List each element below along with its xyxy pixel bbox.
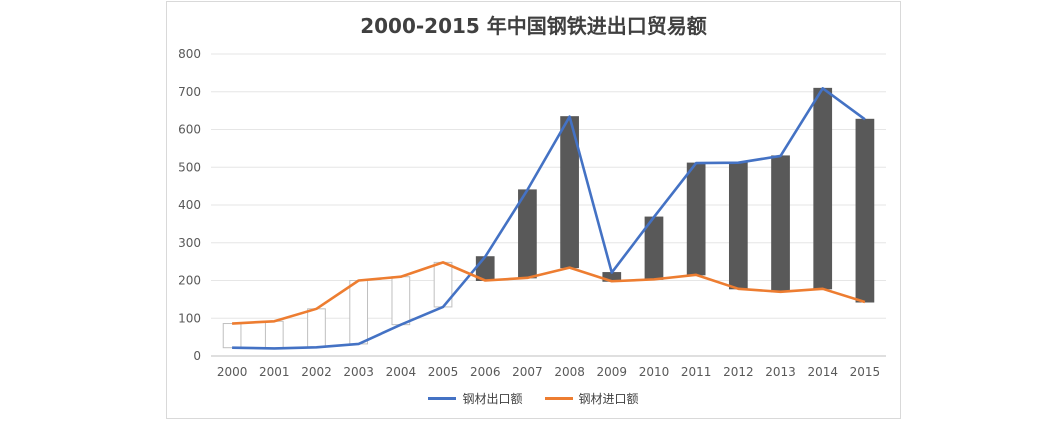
legend: 钢材出口额 钢材进口额 bbox=[167, 390, 900, 407]
x-tick-label: 2011 bbox=[681, 365, 712, 379]
updown-bar bbox=[771, 155, 790, 293]
x-tick-label: 2014 bbox=[807, 365, 838, 379]
updown-bar bbox=[349, 280, 369, 345]
x-tick-label: 2012 bbox=[723, 365, 754, 379]
updown-bar bbox=[222, 323, 242, 349]
legend-label-import: 钢材进口额 bbox=[578, 392, 639, 406]
chart-plot: 0 100 200 300 400 500 600 700 800 2000 2001 2002 200… bbox=[178, 47, 886, 379]
x-tick-label: 2001 bbox=[259, 365, 290, 379]
y-tick-label: 400 bbox=[178, 198, 201, 212]
y-tick-label: 700 bbox=[178, 85, 201, 99]
updown-bar bbox=[813, 87, 833, 290]
y-tick-label: 100 bbox=[178, 311, 201, 325]
updown-bar bbox=[855, 118, 875, 303]
updown-bar bbox=[264, 320, 284, 349]
series-line-export bbox=[232, 87, 866, 350]
chart-frame: 2000-2015 年中国钢铁进出口贸易额 0 100 200 300 400 500 60… bbox=[166, 1, 901, 419]
updown-bar bbox=[728, 162, 748, 290]
x-tick-label: 2000 bbox=[217, 365, 248, 379]
x-tick-label: 2013 bbox=[765, 365, 796, 379]
legend-swatch-import bbox=[544, 397, 573, 400]
x-tick-label: 2010 bbox=[639, 365, 670, 379]
legend-label-export: 钢材出口额 bbox=[462, 392, 523, 406]
series-line-import bbox=[232, 261, 866, 325]
chart-title: 2000-2015 年中国钢铁进出口贸易额 bbox=[360, 14, 707, 38]
y-tick-label: 500 bbox=[178, 160, 201, 174]
y-tick-label: 0 bbox=[193, 349, 201, 363]
updown-bar bbox=[686, 162, 706, 276]
x-tick-label: 2009 bbox=[597, 365, 628, 379]
updown-bar bbox=[391, 276, 411, 326]
y-tick-label: 800 bbox=[178, 47, 201, 61]
x-tick-label: 2005 bbox=[428, 365, 459, 379]
legend-swatch-export bbox=[428, 397, 457, 400]
y-tick-label: 600 bbox=[178, 123, 201, 137]
x-tick-label: 2003 bbox=[343, 365, 374, 379]
x-tick-label: 2002 bbox=[301, 365, 332, 379]
legend-item-import: 钢材进口额 bbox=[544, 390, 639, 407]
x-tick-label: 2007 bbox=[512, 365, 543, 379]
y-tick-label: 200 bbox=[178, 274, 201, 288]
x-tick-label: 2015 bbox=[850, 365, 881, 379]
updown-bar bbox=[518, 189, 537, 279]
x-tick-label: 2008 bbox=[554, 365, 585, 379]
legend-item-export: 钢材出口额 bbox=[428, 390, 523, 407]
x-tick-label: 2004 bbox=[386, 365, 417, 379]
y-tick-label: 300 bbox=[178, 236, 201, 250]
updown-bar bbox=[307, 308, 326, 348]
x-tick-label: 2006 bbox=[470, 365, 501, 379]
